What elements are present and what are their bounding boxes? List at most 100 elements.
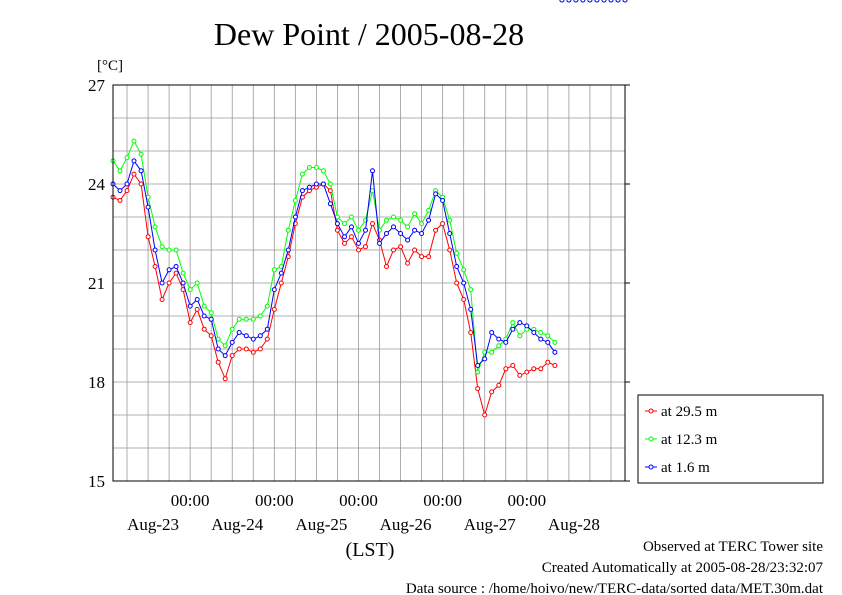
data-point bbox=[264, 336, 270, 342]
data-point bbox=[356, 247, 361, 253]
data-point bbox=[131, 138, 137, 144]
data-point bbox=[454, 280, 460, 286]
data-point bbox=[517, 320, 523, 326]
data-point bbox=[250, 349, 256, 355]
data-point bbox=[594, 0, 600, 3]
data-point bbox=[173, 247, 179, 253]
data-point bbox=[271, 267, 277, 273]
data-point bbox=[489, 349, 495, 355]
data-point bbox=[159, 297, 165, 302]
data-point bbox=[166, 247, 172, 253]
legend-box bbox=[637, 394, 824, 484]
data-point bbox=[433, 227, 439, 233]
data-point bbox=[313, 181, 319, 187]
data-point bbox=[342, 234, 347, 240]
data-point bbox=[152, 247, 158, 253]
data-point bbox=[264, 303, 270, 309]
footnote-source: Data source : /home/hoivo/new/TERC-data/… bbox=[406, 581, 824, 595]
series-at-29-5-m bbox=[110, 0, 628, 418]
data-point bbox=[461, 267, 467, 273]
data-point bbox=[229, 326, 235, 332]
data-point bbox=[327, 201, 333, 207]
data-point bbox=[391, 224, 396, 230]
data-point bbox=[131, 171, 137, 177]
series-at-12-3-m bbox=[110, 0, 628, 375]
data-point bbox=[131, 158, 137, 164]
data-point bbox=[208, 333, 214, 339]
data-point bbox=[496, 336, 502, 342]
data-point bbox=[166, 267, 172, 273]
data-point bbox=[264, 326, 270, 332]
data-point bbox=[580, 0, 586, 3]
data-point bbox=[384, 231, 389, 236]
data-point bbox=[145, 234, 151, 240]
data-point bbox=[194, 306, 200, 312]
data-point bbox=[257, 346, 263, 352]
data-point bbox=[510, 363, 516, 368]
data-point bbox=[524, 369, 530, 375]
data-point bbox=[306, 184, 312, 190]
data-point bbox=[545, 333, 551, 339]
data-point bbox=[503, 339, 509, 345]
data-point bbox=[243, 316, 249, 322]
y-axis-unit: [°C] bbox=[97, 58, 123, 74]
y-tick-label: 21 bbox=[88, 274, 105, 293]
data-point bbox=[117, 168, 123, 174]
series-at-1-6-m bbox=[110, 0, 628, 368]
data-point bbox=[138, 181, 144, 187]
data-point bbox=[292, 198, 298, 203]
y-tick-label: 27 bbox=[88, 76, 106, 95]
data-point bbox=[363, 244, 368, 250]
data-point bbox=[117, 198, 123, 203]
data-point bbox=[433, 191, 439, 197]
data-point bbox=[306, 165, 312, 170]
y-tick-label: 24 bbox=[88, 175, 106, 194]
data-point bbox=[419, 231, 425, 236]
data-point bbox=[278, 270, 284, 276]
x-tick-label: 00:00 bbox=[339, 491, 378, 510]
data-point bbox=[243, 333, 249, 339]
data-point bbox=[138, 151, 144, 157]
data-point bbox=[342, 240, 347, 246]
data-point bbox=[440, 221, 446, 227]
data-point bbox=[349, 224, 354, 230]
x-tick-label: 00:00 bbox=[255, 491, 294, 510]
data-point bbox=[622, 0, 628, 3]
data-point bbox=[173, 264, 179, 269]
data-point bbox=[552, 363, 558, 368]
data-point bbox=[468, 306, 474, 312]
legend: at 29.5 m at 12.3 m at 1.6 m bbox=[637, 394, 824, 484]
data-point bbox=[271, 306, 277, 312]
data-point bbox=[447, 217, 453, 223]
data-point bbox=[201, 303, 207, 309]
x-day-label: Aug-23 bbox=[127, 515, 179, 534]
legend-label: at 12.3 m bbox=[661, 432, 718, 448]
data-point bbox=[412, 227, 418, 233]
data-point bbox=[405, 224, 411, 230]
data-point bbox=[334, 227, 340, 233]
data-point bbox=[334, 221, 340, 227]
data-point bbox=[475, 369, 481, 375]
data-point bbox=[475, 363, 481, 368]
data-point bbox=[426, 254, 432, 260]
data-point bbox=[320, 181, 326, 187]
data-point bbox=[517, 333, 523, 339]
series-line bbox=[112, 173, 556, 417]
x-day-label: Aug-28 bbox=[548, 515, 600, 534]
data-point bbox=[243, 346, 249, 352]
chart-title: Dew Point / 2005-08-28 bbox=[214, 16, 524, 52]
data-point bbox=[257, 333, 263, 339]
data-point bbox=[180, 280, 186, 286]
data-point bbox=[391, 214, 396, 220]
data-point bbox=[503, 366, 509, 372]
legend-swatch-marker bbox=[648, 464, 654, 470]
data-point bbox=[194, 297, 200, 302]
x-tick-label: 00:00 bbox=[171, 491, 210, 510]
data-point bbox=[285, 247, 291, 253]
data-point bbox=[559, 0, 565, 3]
data-point bbox=[538, 330, 544, 335]
data-point bbox=[159, 280, 165, 286]
x-day-label: Aug-26 bbox=[380, 515, 432, 534]
series-group bbox=[110, 0, 628, 418]
data-point bbox=[426, 217, 432, 223]
